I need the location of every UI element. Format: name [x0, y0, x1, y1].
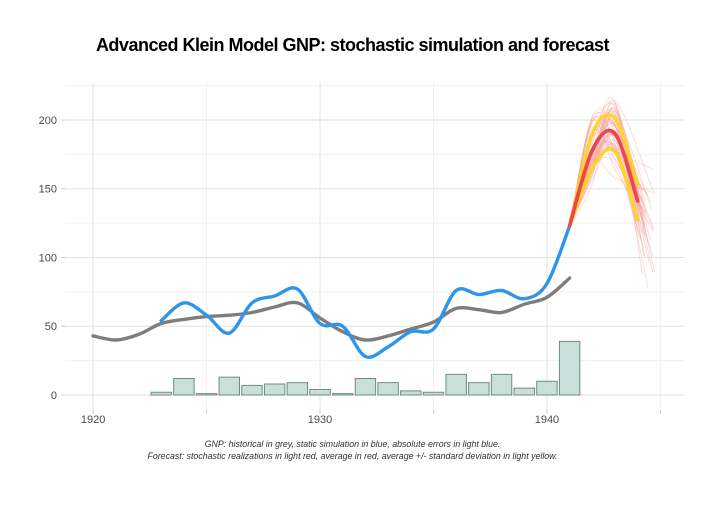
realization-line: [569, 111, 655, 232]
error-bar: [490, 373, 513, 396]
history-lines: [91, 224, 572, 359]
error-bar: [468, 382, 490, 396]
y-tick-label: 200: [39, 115, 57, 127]
chart-title: Advanced Klein Model GNP: stochastic sim…: [95, 35, 610, 55]
chart-caption: GNP: historical in grey, static simulati…: [0, 439, 705, 462]
error-bars: [150, 340, 581, 396]
caption-line-1: GNP: historical in grey, static simulati…: [204, 439, 501, 449]
forecast-upper-sd-line: [567, 113, 640, 228]
caption-line-2: Forecast: stochastic realizations in lig…: [147, 450, 558, 461]
error-bar: [150, 391, 172, 396]
realization-line: [569, 115, 653, 227]
x-tick-label: 1930: [308, 414, 332, 426]
error-bar: [195, 393, 218, 396]
historical-gnp-line: [91, 276, 572, 342]
error-bar: [286, 382, 309, 396]
error-bar: [241, 384, 263, 396]
axis-ticks: [61, 119, 661, 414]
error-bar: [536, 380, 558, 396]
error-bar: [377, 382, 399, 396]
x-tick-label: 1940: [535, 414, 559, 426]
error-bar: [332, 393, 354, 396]
error-bar: [400, 390, 422, 396]
error-bar: [309, 389, 331, 396]
forecast-lower-sd-line: [567, 147, 640, 228]
realization-line: [569, 109, 643, 275]
error-bar: [263, 383, 286, 396]
y-tick-label: 50: [45, 321, 57, 333]
realization-line: [569, 108, 653, 256]
x-tick-label: 1920: [81, 414, 105, 426]
y-tick-label: 0: [51, 390, 57, 402]
y-axis-labels: 0 50 100 150 200: [39, 115, 57, 402]
forecast-average-line: [567, 128, 640, 228]
y-tick-label: 150: [39, 184, 57, 196]
error-bar: [445, 373, 467, 396]
error-bar: [354, 378, 377, 396]
error-bar: [173, 378, 195, 396]
error-bar: [558, 340, 581, 396]
static-simulation-line: [159, 224, 572, 359]
x-axis-labels: 1920 1930 1940: [81, 414, 559, 426]
y-tick-label: 100: [39, 252, 57, 264]
error-bar: [218, 376, 240, 396]
forecast-lines: [567, 113, 640, 228]
error-bar: [513, 387, 535, 396]
error-bar: [422, 391, 445, 396]
